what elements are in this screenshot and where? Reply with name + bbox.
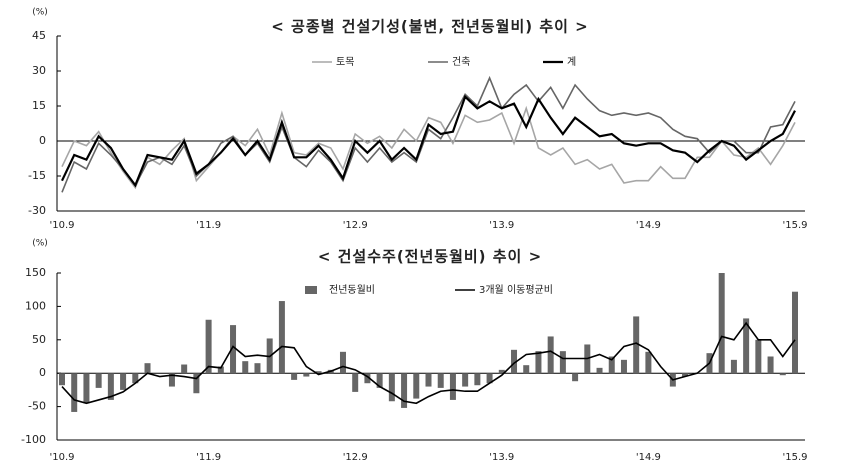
bar <box>633 316 640 374</box>
unit-label: (%) <box>32 239 48 249</box>
y-tick-label: 0 <box>39 134 46 147</box>
y-tick-label: 150 <box>25 266 46 279</box>
bar <box>498 369 505 374</box>
bar <box>425 373 432 387</box>
bar <box>743 318 750 374</box>
bar <box>730 359 737 374</box>
bar <box>792 291 798 374</box>
x-tick-label: '13.9 <box>489 452 514 463</box>
bar <box>95 373 102 388</box>
x-tick-label: '11.9 <box>196 452 221 463</box>
bar <box>291 373 298 380</box>
bar <box>645 351 652 374</box>
bar <box>523 365 530 374</box>
x-tick-label: '14.9 <box>636 452 661 463</box>
unit-label: (%) <box>32 8 48 18</box>
series-line <box>61 321 796 405</box>
bar <box>193 373 200 394</box>
series-line <box>61 94 796 188</box>
bar <box>242 361 249 374</box>
bar <box>83 373 90 404</box>
y-tick-label: -30 <box>28 204 46 217</box>
x-tick-label: '14.9 <box>636 220 661 231</box>
bar <box>364 373 371 384</box>
legend-label: 계 <box>567 56 576 68</box>
legend-label: 전년동월비 <box>329 284 375 296</box>
y-tick-label: -50 <box>28 400 46 413</box>
bar <box>413 373 420 399</box>
bar <box>107 373 114 400</box>
bar <box>608 356 615 374</box>
x-tick-label: '15.9 <box>782 452 807 463</box>
bar <box>449 373 456 400</box>
bar <box>352 373 359 392</box>
x-tick-label: '13.9 <box>489 220 514 231</box>
bar <box>535 351 542 374</box>
bar <box>217 366 224 374</box>
bar <box>254 363 261 374</box>
chart-title: < 공종별 건설기성(불변, 전년동월비) 추이 > <box>271 18 588 36</box>
y-tick-label: 0 <box>39 366 46 379</box>
series-line <box>61 105 796 190</box>
x-tick-label: '12.9 <box>343 220 368 231</box>
bar <box>339 351 346 374</box>
x-tick-label: '15.9 <box>782 220 807 231</box>
bar <box>474 373 481 386</box>
bar <box>59 373 65 386</box>
x-tick-label: '10.9 <box>49 220 74 231</box>
bar <box>144 363 151 374</box>
series-line <box>61 75 796 193</box>
x-tick-label: '11.9 <box>196 220 221 231</box>
bar <box>181 364 188 374</box>
bar <box>682 373 689 377</box>
y-tick-label: 15 <box>32 99 46 112</box>
y-tick-label: 30 <box>32 64 46 77</box>
bar <box>388 373 395 402</box>
bar <box>120 373 127 390</box>
legend-label: 3개월 이동평균비 <box>479 284 553 296</box>
y-tick-label: -15 <box>28 169 46 182</box>
y-tick-label: -100 <box>21 433 46 446</box>
bar <box>572 373 579 382</box>
legend-label: 토목 <box>336 56 354 68</box>
x-tick-label: '10.9 <box>49 452 74 463</box>
bar <box>718 273 725 374</box>
x-tick-label: '12.9 <box>343 452 368 463</box>
chart-title: < 건설수주(전년동월비) 추이 > <box>318 248 542 266</box>
bar <box>779 373 786 376</box>
bar <box>230 325 237 374</box>
bar <box>437 373 444 388</box>
bar <box>559 351 566 374</box>
bar <box>278 301 285 374</box>
bar <box>376 373 383 388</box>
bar <box>401 373 408 408</box>
bar <box>486 373 493 384</box>
bar <box>767 356 774 374</box>
bar <box>511 349 518 374</box>
bar <box>71 373 78 412</box>
bar <box>205 319 212 374</box>
bar <box>132 373 139 384</box>
bar <box>596 367 603 374</box>
bar <box>755 339 762 374</box>
bar <box>303 373 310 377</box>
bar <box>547 336 554 374</box>
bar <box>462 373 469 387</box>
bar <box>168 373 175 387</box>
y-tick-label: 45 <box>32 29 46 42</box>
bar <box>620 359 627 374</box>
y-tick-label: 100 <box>25 299 46 312</box>
legend-swatch <box>305 286 317 294</box>
bar <box>315 371 322 374</box>
y-tick-label: 50 <box>32 333 46 346</box>
legend-label: 건축 <box>452 56 470 68</box>
